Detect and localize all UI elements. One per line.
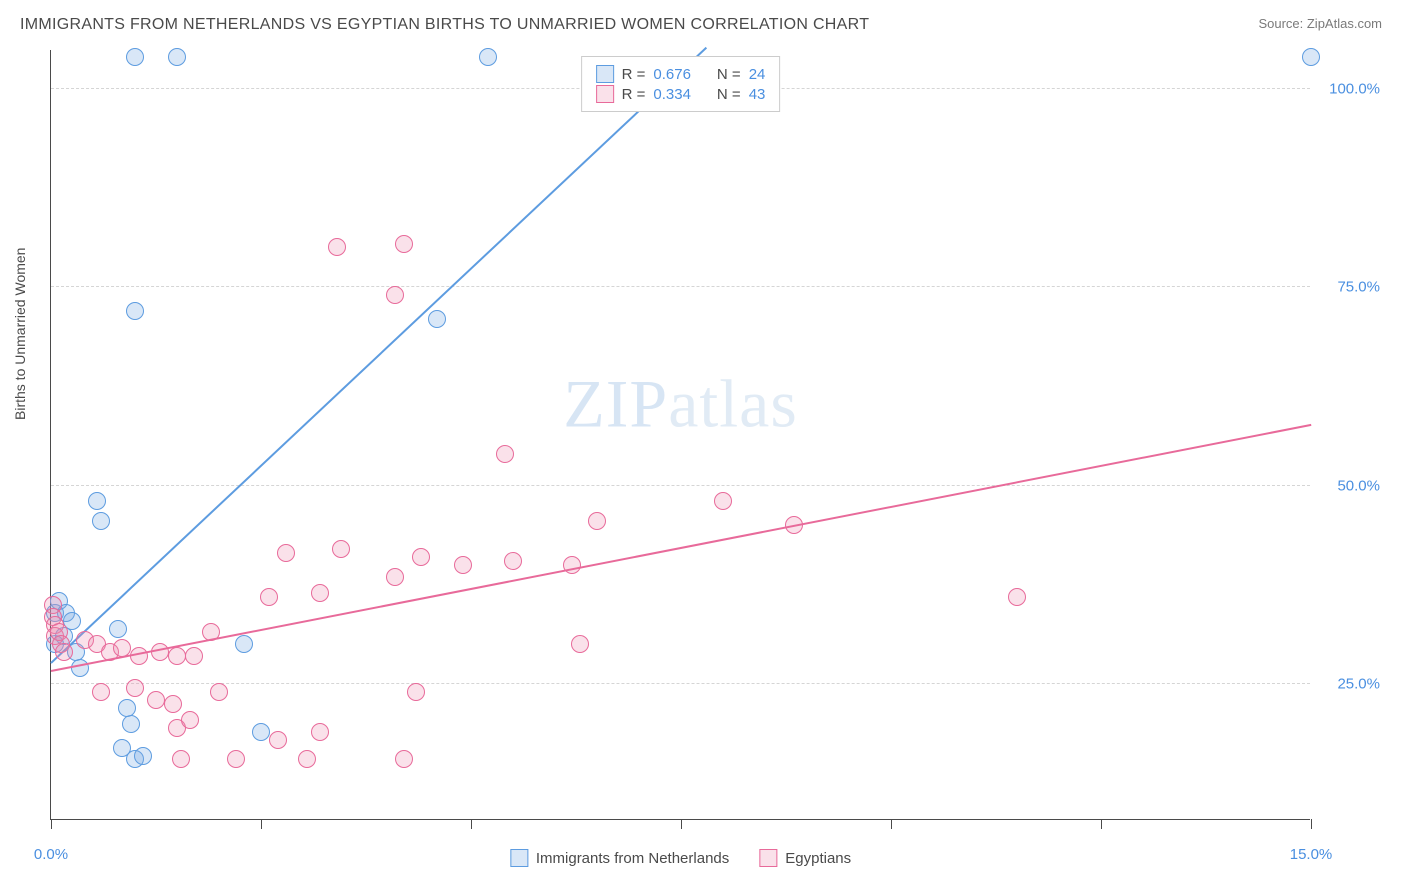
scatter-point-egyptians bbox=[571, 635, 589, 653]
y-tick-label: 50.0% bbox=[1320, 477, 1380, 494]
scatter-point-egyptians bbox=[181, 711, 199, 729]
scatter-point-egyptians bbox=[172, 750, 190, 768]
scatter-point-netherlands bbox=[428, 310, 446, 328]
scatter-point-egyptians bbox=[504, 552, 522, 570]
scatter-point-netherlands bbox=[126, 302, 144, 320]
gridline bbox=[51, 683, 1310, 684]
series-legend-item-netherlands: Immigrants from Netherlands bbox=[510, 849, 729, 867]
n-label: N = bbox=[717, 66, 741, 83]
scatter-point-egyptians bbox=[227, 750, 245, 768]
scatter-point-egyptians bbox=[130, 647, 148, 665]
scatter-point-egyptians bbox=[386, 568, 404, 586]
legend-swatch bbox=[510, 849, 528, 867]
scatter-point-egyptians bbox=[298, 750, 316, 768]
scatter-point-egyptians bbox=[151, 643, 169, 661]
scatter-point-egyptians bbox=[260, 588, 278, 606]
r-value: 0.334 bbox=[653, 86, 691, 103]
x-tick-label: 0.0% bbox=[34, 846, 68, 863]
scatter-point-egyptians bbox=[328, 238, 346, 256]
scatter-point-egyptians bbox=[210, 683, 228, 701]
scatter-point-netherlands bbox=[109, 620, 127, 638]
series-label: Egyptians bbox=[785, 850, 851, 867]
scatter-point-netherlands bbox=[168, 48, 186, 66]
scatter-point-netherlands bbox=[1302, 48, 1320, 66]
series-legend-item-egyptians: Egyptians bbox=[759, 849, 851, 867]
correlation-legend-row-netherlands: R = 0.676 N = 24 bbox=[596, 65, 766, 83]
scatter-point-netherlands bbox=[252, 723, 270, 741]
scatter-point-egyptians bbox=[407, 683, 425, 701]
scatter-plot: ZIPatlas 25.0%50.0%75.0%100.0%0.0%15.0%R… bbox=[50, 50, 1310, 820]
r-label: R = bbox=[622, 86, 646, 103]
series-legend: Immigrants from Netherlands Egyptians bbox=[510, 849, 851, 867]
gridline bbox=[51, 286, 1310, 287]
y-axis-label: Births to Unmarried Women bbox=[12, 248, 28, 420]
trend-line-netherlands bbox=[50, 47, 707, 664]
scatter-point-netherlands bbox=[92, 512, 110, 530]
r-value: 0.676 bbox=[653, 66, 691, 83]
scatter-point-egyptians bbox=[386, 286, 404, 304]
scatter-point-egyptians bbox=[92, 683, 110, 701]
scatter-point-egyptians bbox=[395, 750, 413, 768]
scatter-point-egyptians bbox=[269, 731, 287, 749]
scatter-point-netherlands bbox=[134, 747, 152, 765]
scatter-point-egyptians bbox=[168, 647, 186, 665]
trend-line-egyptians bbox=[51, 424, 1311, 672]
scatter-point-netherlands bbox=[235, 635, 253, 653]
scatter-point-egyptians bbox=[126, 679, 144, 697]
watermark: ZIPatlas bbox=[563, 364, 798, 443]
r-label: R = bbox=[622, 66, 646, 83]
scatter-point-egyptians bbox=[311, 723, 329, 741]
y-tick-label: 25.0% bbox=[1320, 676, 1380, 693]
series-label: Immigrants from Netherlands bbox=[536, 850, 729, 867]
scatter-point-egyptians bbox=[164, 695, 182, 713]
x-tick-label: 15.0% bbox=[1290, 846, 1333, 863]
source-attribution: Source: ZipAtlas.com bbox=[1258, 16, 1382, 31]
scatter-point-netherlands bbox=[126, 48, 144, 66]
scatter-point-egyptians bbox=[277, 544, 295, 562]
scatter-point-egyptians bbox=[496, 445, 514, 463]
scatter-point-egyptians bbox=[714, 492, 732, 510]
legend-swatch bbox=[596, 65, 614, 83]
scatter-point-netherlands bbox=[122, 715, 140, 733]
n-value: 24 bbox=[749, 66, 766, 83]
scatter-point-egyptians bbox=[147, 691, 165, 709]
n-label: N = bbox=[717, 86, 741, 103]
x-tick bbox=[51, 819, 52, 829]
scatter-point-egyptians bbox=[185, 647, 203, 665]
page-title: IMMIGRANTS FROM NETHERLANDS VS EGYPTIAN … bbox=[20, 16, 869, 34]
x-tick bbox=[681, 819, 682, 829]
n-value: 43 bbox=[749, 86, 766, 103]
scatter-point-egyptians bbox=[454, 556, 472, 574]
scatter-point-egyptians bbox=[395, 235, 413, 253]
legend-swatch bbox=[759, 849, 777, 867]
scatter-point-egyptians bbox=[1008, 588, 1026, 606]
y-tick-label: 75.0% bbox=[1320, 279, 1380, 296]
x-tick bbox=[1101, 819, 1102, 829]
x-tick bbox=[891, 819, 892, 829]
scatter-point-netherlands bbox=[479, 48, 497, 66]
scatter-point-egyptians bbox=[55, 643, 73, 661]
correlation-legend: R = 0.676 N = 24 R = 0.334 N = 43 bbox=[581, 56, 781, 112]
x-tick bbox=[1311, 819, 1312, 829]
chart-area: ZIPatlas 25.0%50.0%75.0%100.0%0.0%15.0%R… bbox=[50, 50, 1310, 820]
scatter-point-egyptians bbox=[332, 540, 350, 558]
y-tick-label: 100.0% bbox=[1320, 80, 1380, 97]
legend-swatch bbox=[596, 85, 614, 103]
scatter-point-egyptians bbox=[311, 584, 329, 602]
scatter-point-egyptians bbox=[588, 512, 606, 530]
x-tick bbox=[471, 819, 472, 829]
scatter-point-egyptians bbox=[412, 548, 430, 566]
x-tick bbox=[261, 819, 262, 829]
correlation-legend-row-egyptians: R = 0.334 N = 43 bbox=[596, 85, 766, 103]
scatter-point-netherlands bbox=[88, 492, 106, 510]
